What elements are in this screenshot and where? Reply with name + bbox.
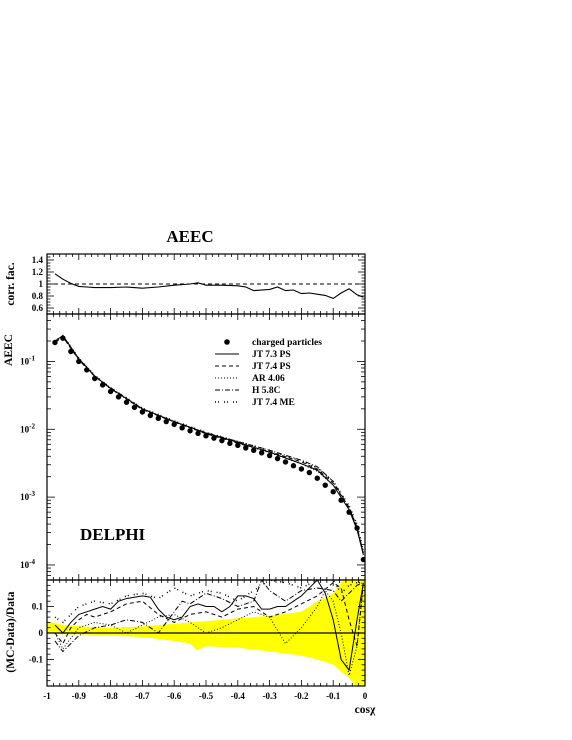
bottom-panel-y-axis-label: (MC-Data)/Data [5,591,17,672]
data-point [360,556,365,563]
x-tick-label: -0.4 [231,691,246,701]
data-point [68,348,74,355]
y-tick-label: 1.2 [32,267,44,277]
y-tick-label: 0.1 [32,602,44,612]
legend-label: JT 7.3 PS [252,350,291,360]
top-panel-y-tick-labels: 0.6 0.8 1 1.2 1.4 [32,255,44,313]
x-tick-label: -0.2 [294,691,309,701]
y-tick-label: 0 [39,628,44,638]
x-axis-tick-labels: -1 -0.9 -0.8 -0.7 -0.6 -0.5 -0.4 -0.3 -0.2 -0.1 0 [43,691,368,701]
top-panel: 0.6 0.8 1 1.2 1.4 corr. fac. [5,253,366,315]
data-point [187,428,193,434]
data-point [195,430,201,437]
experiment-label: DELPHI [80,525,146,544]
y-tick-label: 1.4 [32,255,44,265]
data-point [282,459,289,465]
correction-factor-series [47,273,365,300]
difference-curve [54,580,364,672]
data-point [147,412,154,419]
data-point [131,404,138,411]
data-point [266,452,273,459]
data-point [274,455,281,462]
top-panel-frame [46,253,366,315]
x-tick-label: 0 [363,691,368,701]
data-point [179,425,185,431]
difference-curve [54,580,364,653]
y-tick-label: 10-3 [20,490,35,502]
y-tick-label: 10-4 [20,558,35,570]
aeec-series [52,334,365,563]
data-point [155,415,161,422]
middle-panel: 10-1 10-2 10-3 10-4 AEEC DELPHI charged par… [3,313,366,581]
legend-label: AR 4.06 [252,374,285,384]
x-tick-label: -0.3 [262,691,277,701]
mc-curve [54,335,364,554]
data-point [322,482,328,488]
data-point [115,394,122,400]
data-point [227,440,233,447]
bottom-panel-y-tick-labels: -0.1 0 0.1 [29,602,44,665]
data-point [163,418,169,425]
mc-curve [54,336,364,554]
x-tick-label: -0.1 [326,691,341,701]
correction-factor-line [54,273,364,300]
data-point [235,442,241,449]
data-point [330,489,336,495]
x-tick-label: -0.6 [167,691,182,701]
difference-curve [54,582,364,676]
top-panel-ticks [46,253,366,315]
data-point [298,466,305,472]
figure-title: AEEC [166,227,213,246]
data-point [123,399,130,405]
data-point [258,450,265,456]
middle-panel-y-axis-label: AEEC [3,334,15,366]
data-point [251,447,257,453]
data-point [306,469,313,476]
relative-difference-series [47,580,365,676]
middle-panel-y-tick-labels: 10-1 10-2 10-3 10-4 [20,354,35,570]
y-tick-label: 0.8 [32,291,44,301]
legend-label: JT 7.4 ME [252,398,295,408]
y-tick-label: 10-2 [20,422,35,434]
top-frame-rect [46,253,366,315]
x-tick-label: -0.7 [135,691,150,701]
top-panel-y-axis-label: corr. fac. [5,262,17,305]
mc-curve [54,334,365,552]
x-tick-label: -0.8 [103,691,118,701]
x-tick-label: -0.9 [72,691,87,701]
x-tick-label: -1 [43,691,51,701]
x-tick-label: -0.5 [199,691,214,701]
bottom-panel-ticks [46,579,366,687]
data-point [314,475,320,481]
x-axis-label: cosχ [355,704,376,716]
legend-label: JT 7.4 PS [252,362,291,372]
data-point [107,388,114,395]
legend-label: charged particles [252,338,322,348]
data-point [290,463,297,469]
data-point [243,445,249,451]
mc-curve [54,336,364,556]
mc-curve [54,334,364,556]
bottom-panel: -0.1 0 0.1 (MC-Data)/Data [5,579,366,687]
y-tick-label: 1 [39,279,44,289]
legend: charged particles JT 7.3 PS JT 7.4 PS AR 4.… [215,338,322,408]
legend-label: H 5.8C [252,386,281,396]
y-tick-label: 0.6 [32,303,44,313]
legend-marker [224,339,230,345]
difference-curve [54,582,364,647]
y-tick-label: -0.1 [29,655,44,665]
data-point [203,433,209,439]
y-tick-label: 10-1 [20,354,35,366]
data-point [171,421,177,428]
